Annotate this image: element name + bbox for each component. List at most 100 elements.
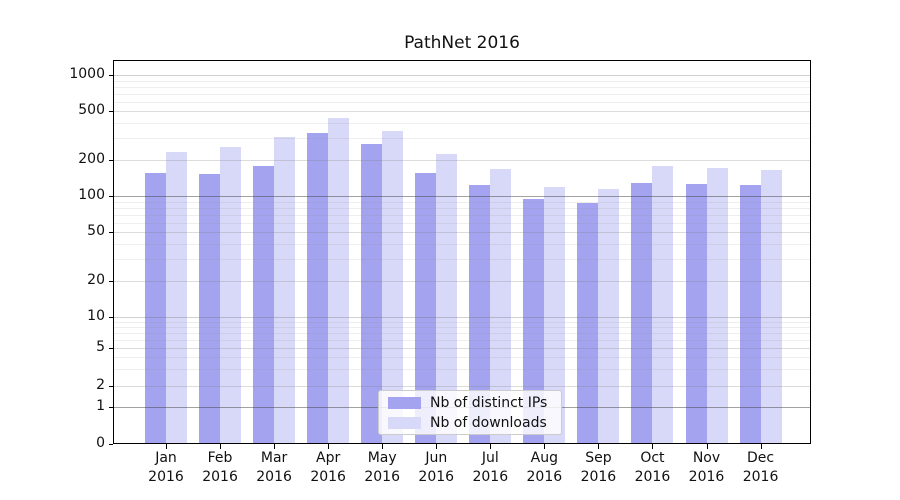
x-tick-month: Sep	[585, 450, 612, 466]
legend-label: Nb of downloads	[430, 414, 547, 431]
legend-item-downloads: Nb of downloads	[388, 415, 561, 431]
x-tick-mark	[166, 444, 167, 449]
gridline-5	[114, 348, 810, 349]
x-tick-month: Jun	[425, 450, 448, 466]
gridline-minor	[114, 123, 810, 124]
bar-mar-distinct-ips	[253, 165, 275, 444]
bar-jan-downloads	[166, 152, 187, 444]
y-tick-mark	[109, 232, 113, 233]
x-tick-month: Oct	[640, 450, 665, 466]
gridline-10	[114, 317, 810, 318]
y-tick-label: 20	[87, 271, 105, 288]
gridline-minor	[114, 327, 810, 328]
x-tick-mark	[761, 444, 762, 449]
x-tick-year: 2016	[688, 469, 725, 485]
x-tick-month: Mar	[260, 450, 288, 466]
bar-feb-distinct-ips	[199, 174, 221, 444]
gridline-20	[114, 281, 810, 282]
bar-jul-downloads	[490, 169, 512, 444]
gridline-minor	[114, 102, 810, 103]
x-tick-year: 2016	[256, 469, 292, 485]
bar-jul-distinct-ips	[469, 185, 491, 444]
gridline-200	[114, 160, 810, 161]
legend: Nb of distinct IPs Nb of downloads	[378, 390, 562, 435]
x-tick-mark	[652, 444, 653, 449]
legend-swatch-downloads	[388, 416, 421, 429]
legend-label: Nb of distinct IPs	[430, 394, 548, 411]
x-tick-month: Jan	[155, 450, 177, 466]
gridline-minor	[114, 215, 810, 216]
x-tick-label: Aug 2016	[499, 449, 589, 487]
bar-may-distinct-ips	[361, 144, 383, 444]
y-tick-mark	[109, 281, 113, 282]
gridline-minor	[114, 369, 810, 370]
y-tick-label: 0	[96, 435, 105, 451]
bar-aug-distinct-ips	[523, 198, 545, 444]
gridline-500	[114, 111, 810, 112]
gridline-50	[114, 232, 810, 233]
y-tick-mark	[109, 444, 113, 445]
bar-dec-downloads	[760, 169, 782, 444]
bar-oct-downloads	[652, 165, 674, 444]
x-tick-year: 2016	[526, 469, 563, 485]
x-tick-label: Dec 2016	[716, 449, 806, 487]
gridline-minor	[114, 81, 810, 82]
gridline-minor	[114, 202, 810, 203]
x-tick-month: May	[367, 450, 397, 466]
gridline-minor	[114, 208, 810, 209]
x-tick-year: 2016	[148, 469, 184, 485]
x-tick-mark	[490, 444, 491, 449]
bar-dec-distinct-ips	[739, 185, 761, 444]
x-tick-mark	[274, 444, 275, 449]
chart-title: PathNet 2016	[404, 33, 520, 53]
x-tick-label: Oct 2016	[607, 449, 697, 487]
x-tick-month: Apr	[316, 450, 341, 466]
x-tick-year: 2016	[364, 469, 400, 485]
gridline-minor	[114, 322, 810, 323]
y-tick-label: 10	[87, 308, 105, 324]
x-tick-month: Nov	[692, 450, 721, 466]
x-tick-year: 2016	[742, 469, 779, 485]
legend-swatch-distinct-ips	[388, 396, 421, 409]
x-tick-year: 2016	[310, 469, 346, 485]
y-tick-mark	[109, 348, 113, 349]
bar-jun-downloads	[436, 154, 458, 444]
y-tick-mark	[109, 111, 113, 112]
bar-mar-downloads	[274, 137, 296, 444]
gridline-1000	[114, 75, 810, 76]
x-tick-label: Apr 2016	[283, 449, 373, 487]
bar-sep-downloads	[598, 189, 620, 444]
bar-nov-distinct-ips	[685, 184, 707, 444]
x-tick-year: 2016	[472, 469, 509, 485]
x-tick-month: Aug	[530, 450, 559, 466]
x-tick-month: Dec	[747, 450, 775, 466]
x-tick-label: Jan 2016	[121, 449, 211, 487]
bar-sep-distinct-ips	[577, 202, 599, 444]
y-tick-label: 1000	[69, 66, 105, 82]
y-tick-mark	[109, 317, 113, 318]
x-tick-mark	[707, 444, 708, 449]
gridline-minor	[114, 357, 810, 358]
y-tick-label: 5	[96, 339, 105, 355]
x-tick-label: Jul 2016	[445, 449, 535, 487]
x-tick-mark	[382, 444, 383, 449]
x-tick-label: May 2016	[337, 449, 427, 487]
x-tick-mark	[436, 444, 437, 449]
y-tick-label: 200	[78, 150, 105, 167]
gridline-minor	[114, 223, 810, 224]
bar-jun-distinct-ips	[415, 172, 437, 444]
gridline-minor	[114, 333, 810, 334]
x-tick-mark	[544, 444, 545, 449]
bar-jan-distinct-ips	[145, 173, 166, 444]
gridline-minor	[114, 340, 810, 341]
x-tick-mark	[220, 444, 221, 449]
y-tick-mark	[109, 407, 113, 408]
x-tick-mark	[598, 444, 599, 449]
y-tick-label: 100	[78, 187, 105, 203]
bar-aug-downloads	[544, 187, 566, 444]
x-tick-label: Nov 2016	[662, 449, 752, 487]
legend-item-distinct-ips: Nb of distinct IPs	[388, 395, 561, 411]
gridline-minor	[114, 244, 810, 245]
x-tick-mark	[328, 444, 329, 449]
